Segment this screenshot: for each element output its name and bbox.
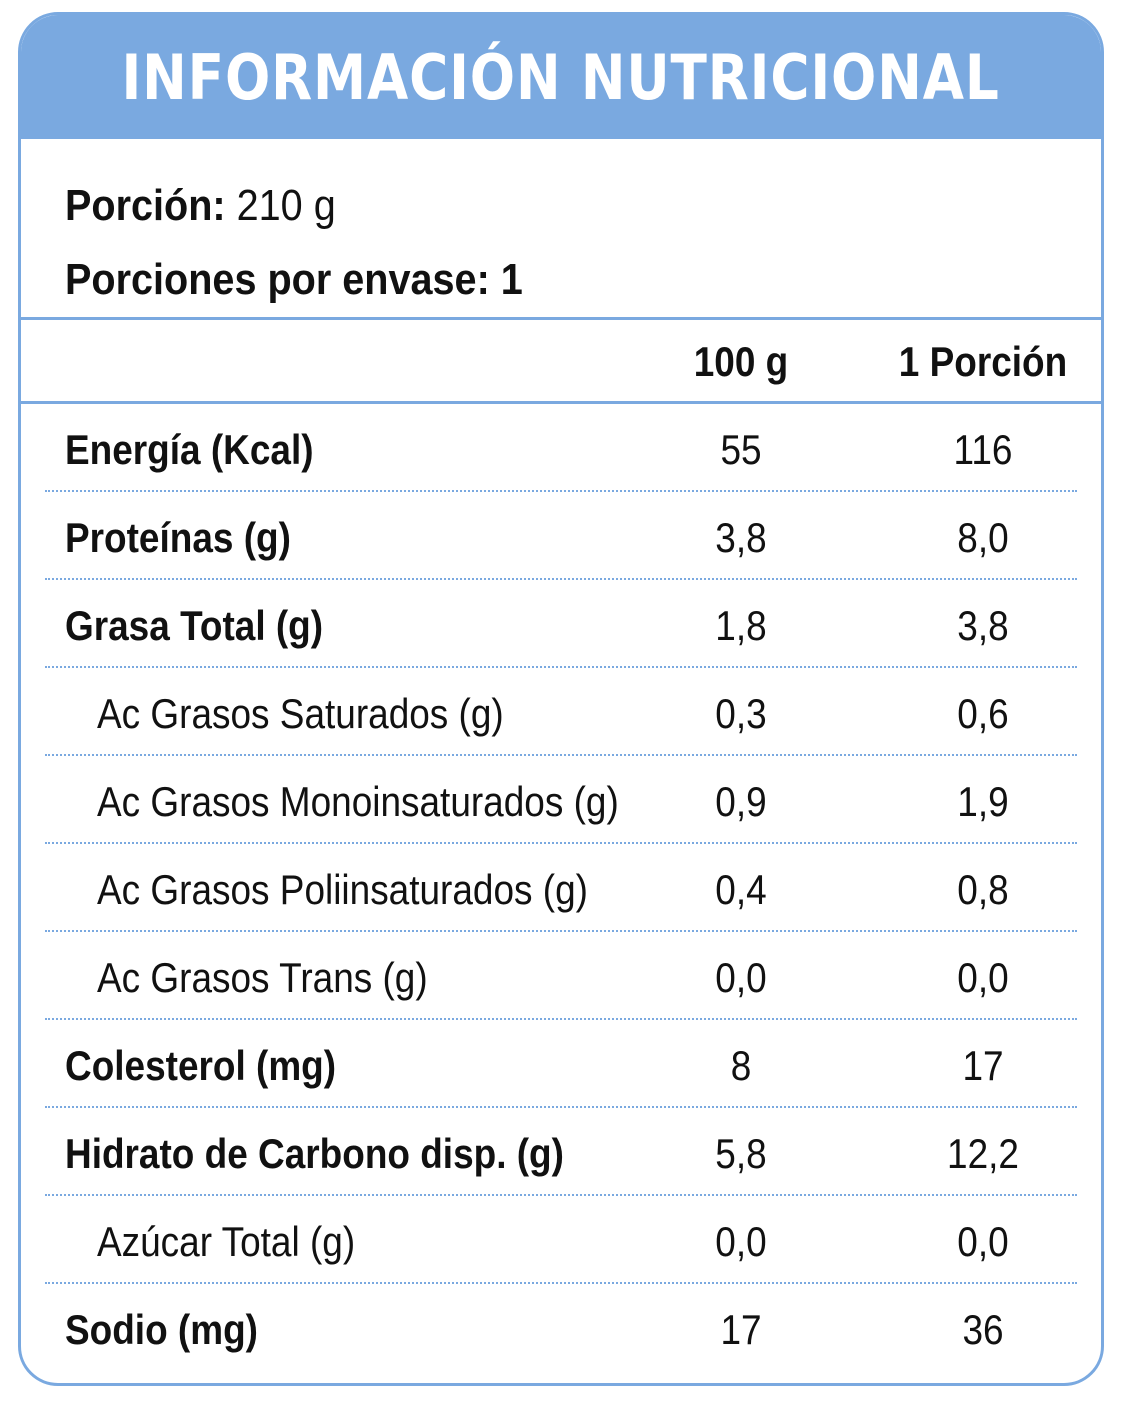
- value-per-portion: 0,0: [957, 1218, 1009, 1265]
- value-per-portion: 17: [962, 1042, 1004, 1089]
- serving-info: Porción: 210 g Porciones por envase: 1: [21, 139, 1101, 320]
- portion-line: Porción: 210 g: [65, 169, 997, 243]
- value-per-portion: 12,2: [947, 1130, 1019, 1177]
- value-per-portion: 3,8: [957, 602, 1009, 649]
- value-per-portion: 116: [953, 426, 1013, 473]
- portion-label: Porción:: [65, 181, 226, 230]
- nutrient-name: Sodio (mg): [65, 1306, 258, 1353]
- value-per-100g: 3,8: [715, 514, 767, 561]
- portions-per-pack-line: Porciones por envase: 1: [65, 243, 997, 317]
- portion-value: 210 g: [236, 181, 336, 230]
- nutrient-name: Grasa Total (g): [65, 602, 324, 649]
- nutrient-name: Hidrato de Carbono disp. (g): [65, 1130, 564, 1177]
- nutrient-name: Ac Grasos Trans (g): [97, 954, 428, 1001]
- table-row: Colesterol (mg) 8 17: [45, 1020, 1077, 1108]
- portions-per-pack-label: Porciones por envase:: [65, 255, 490, 304]
- value-per-portion: 36: [962, 1306, 1004, 1353]
- value-per-portion: 1,9: [957, 778, 1009, 825]
- table-row: Ac Grasos Saturados (g) 0,3 0,6: [45, 668, 1077, 756]
- nutrient-name: Energía (Kcal): [65, 426, 314, 473]
- value-per-100g: 0,0: [715, 1218, 767, 1265]
- column-headers: 100 g 1 Porción: [21, 320, 1101, 404]
- value-per-100g: 0,4: [715, 866, 767, 913]
- portions-per-pack-value: 1: [500, 255, 523, 304]
- column-header-portion: 1 Porción: [898, 338, 1068, 385]
- value-per-100g: 0,3: [715, 690, 767, 737]
- value-per-portion: 8,0: [957, 514, 1009, 561]
- nutrition-facts-panel: INFORMACIÓN NUTRICIONAL Porción: 210 g P…: [18, 12, 1104, 1386]
- nutrient-name: Ac Grasos Saturados (g): [97, 690, 504, 737]
- table-row: Ac Grasos Monoinsaturados (g) 0,9 1,9: [45, 756, 1077, 844]
- nutrient-name: Proteínas (g): [65, 514, 291, 561]
- nutrient-name: Ac Grasos Monoinsaturados (g): [97, 778, 619, 825]
- table-row: Grasa Total (g) 1,8 3,8: [45, 580, 1077, 668]
- panel-title: INFORMACIÓN NUTRICIONAL: [121, 40, 1001, 114]
- nutrient-name: Azúcar Total (g): [97, 1218, 356, 1265]
- value-per-100g: 55: [720, 426, 762, 473]
- nutrient-rows: Energía (Kcal) 55 116 Proteínas (g) 3,8 …: [21, 404, 1101, 1372]
- value-per-portion: 0,0: [957, 954, 1009, 1001]
- nutrient-name: Colesterol (mg): [65, 1042, 337, 1089]
- value-per-100g: 1,8: [715, 602, 767, 649]
- value-per-100g: 8: [730, 1042, 752, 1089]
- value-per-portion: 0,6: [957, 690, 1009, 737]
- table-row: Azúcar Total (g) 0,0 0,0: [45, 1196, 1077, 1284]
- table-row: Ac Grasos Poliinsaturados (g) 0,4 0,8: [45, 844, 1077, 932]
- value-per-100g: 17: [720, 1306, 762, 1353]
- value-per-portion: 0,8: [957, 866, 1009, 913]
- table-row: Sodio (mg) 17 36: [45, 1284, 1077, 1372]
- value-per-100g: 5,8: [715, 1130, 767, 1177]
- nutrient-name: Ac Grasos Poliinsaturados (g): [97, 866, 588, 913]
- value-per-100g: 0,0: [715, 954, 767, 1001]
- table-row: Proteínas (g) 3,8 8,0: [45, 492, 1077, 580]
- value-per-100g: 0,9: [715, 778, 767, 825]
- column-header-100g: 100 g: [693, 338, 789, 385]
- table-row: Hidrato de Carbono disp. (g) 5,8 12,2: [45, 1108, 1077, 1196]
- table-row: Energía (Kcal) 55 116: [45, 404, 1077, 492]
- title-bar: INFORMACIÓN NUTRICIONAL: [21, 15, 1101, 139]
- table-row: Ac Grasos Trans (g) 0,0 0,0: [45, 932, 1077, 1020]
